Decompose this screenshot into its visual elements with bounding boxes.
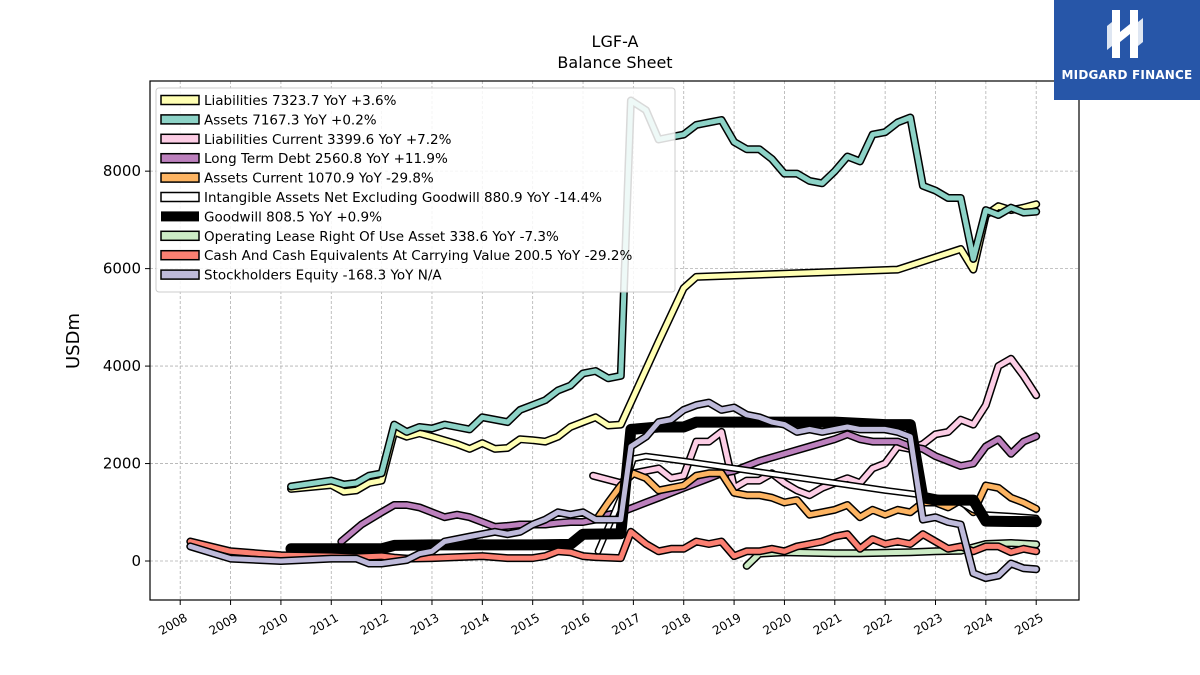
x-tick-label: 2020 [760, 610, 793, 637]
legend-swatch [160, 191, 200, 203]
legend-swatch [161, 211, 199, 222]
legend-swatch [160, 114, 200, 125]
legend-entry-2: Assets 7167.3 YoY +0.2% [160, 112, 377, 128]
legend-entry-9: Cash And Cash Equivalents At Carrying Va… [160, 248, 632, 264]
legend-entry-4: Long Term Debt 2560.8 YoY +11.9% [160, 151, 448, 167]
legend-label: Assets Current 1070.9 YoY -29.8% [204, 171, 434, 187]
series-lines [186, 96, 1042, 583]
x-tick-label: 2018 [660, 610, 693, 637]
legend-swatch [160, 269, 200, 280]
series-line-10 [186, 398, 1041, 583]
legend-label: Intangible Assets Net Excluding Goodwill… [204, 190, 602, 206]
legend-entry-7: Goodwill 808.5 YoY +0.9% [161, 209, 382, 225]
x-tick-label: 2008 [156, 610, 189, 637]
legend-entry-6: Intangible Assets Net Excluding Goodwill… [160, 190, 602, 206]
legend-swatch [160, 94, 200, 106]
x-tick-label: 2016 [559, 610, 592, 637]
x-tick-label: 2012 [358, 610, 391, 637]
chart-title: LGF-A [592, 32, 639, 51]
legend-label: Liabilities 7323.7 YoY +3.6% [204, 93, 397, 109]
legend-swatch [160, 133, 200, 145]
series-stroke [288, 98, 1039, 489]
legend-swatch [160, 230, 200, 242]
legend-entry-8: Operating Lease Right Of Use Asset 338.6… [160, 229, 559, 245]
x-tick-label: 2015 [509, 610, 542, 637]
legend-box [155, 87, 676, 293]
y-tick-label: 0 [131, 552, 141, 570]
series-line-2 [287, 96, 1041, 491]
y-axis-label: USDm [63, 313, 84, 369]
legend-label: Liabilities Current 3399.6 YoY +7.2% [204, 132, 452, 148]
y-axis: 0 2000 4000 6000 8000 [103, 162, 150, 570]
legend-label: Long Term Debt 2560.8 YoY +11.9% [204, 151, 448, 167]
legend-label: Cash And Cash Equivalents At Carrying Va… [204, 248, 632, 264]
legend-entry-10: Stockholders Equity -168.3 YoY N/A [160, 268, 442, 284]
y-tick-label: 2000 [103, 455, 141, 473]
x-tick-label: 2021 [811, 610, 844, 637]
legend-entry-5: Assets Current 1070.9 YoY -29.8% [160, 171, 434, 187]
legend-entry-3: Liabilities Current 3399.6 YoY +7.2% [160, 132, 452, 148]
legend-swatch [160, 249, 200, 261]
legend-label: Operating Lease Right Of Use Asset 338.6… [204, 229, 559, 245]
x-tick-label: 2010 [257, 610, 290, 637]
x-axis: 2008 2009 2010 2011 2012 2013 2014 2015 2016 2017… [156, 600, 1046, 638]
series-stroke [187, 400, 1039, 581]
x-tick-label: 2019 [710, 610, 743, 637]
y-tick-label: 8000 [103, 162, 141, 180]
legend: Liabilities 7323.7 YoY +3.6% Assets 7167.… [155, 87, 676, 293]
x-tick-label: 2023 [912, 610, 945, 637]
legend-label: Stockholders Equity -168.3 YoY N/A [204, 268, 442, 284]
legend-swatch [160, 172, 200, 183]
legend-label: Goodwill 808.5 YoY +0.9% [204, 209, 382, 225]
x-tick-label: 2009 [207, 610, 240, 637]
series-stroke [187, 529, 1039, 562]
series-line-4 [337, 430, 1041, 546]
x-tick-label: 2013 [408, 610, 441, 637]
chart-subtitle: Balance Sheet [557, 53, 672, 72]
legend-label: Assets 7167.3 YoY +0.2% [204, 112, 377, 128]
x-tick-label: 2014 [458, 610, 491, 637]
x-tick-label: 2024 [962, 610, 995, 637]
brand-logo: MIDGARD FINANCE [1054, 0, 1200, 100]
legend-swatch [160, 152, 200, 164]
x-tick-label: 2011 [307, 610, 340, 637]
x-tick-label: 2017 [609, 610, 642, 637]
legend-entry-1: Liabilities 7323.7 YoY +3.6% [160, 93, 397, 109]
y-tick-label: 4000 [103, 357, 141, 375]
series-line-9 [186, 527, 1041, 563]
series-stroke [338, 431, 1039, 544]
brand-name: MIDGARD FINANCE [1061, 68, 1193, 82]
y-tick-label: 6000 [103, 260, 141, 278]
x-tick-label: 2025 [1012, 610, 1045, 637]
plot-frame [149, 80, 1080, 601]
logo-mark-icon [1107, 10, 1143, 58]
x-tick-label: 2022 [861, 610, 894, 637]
